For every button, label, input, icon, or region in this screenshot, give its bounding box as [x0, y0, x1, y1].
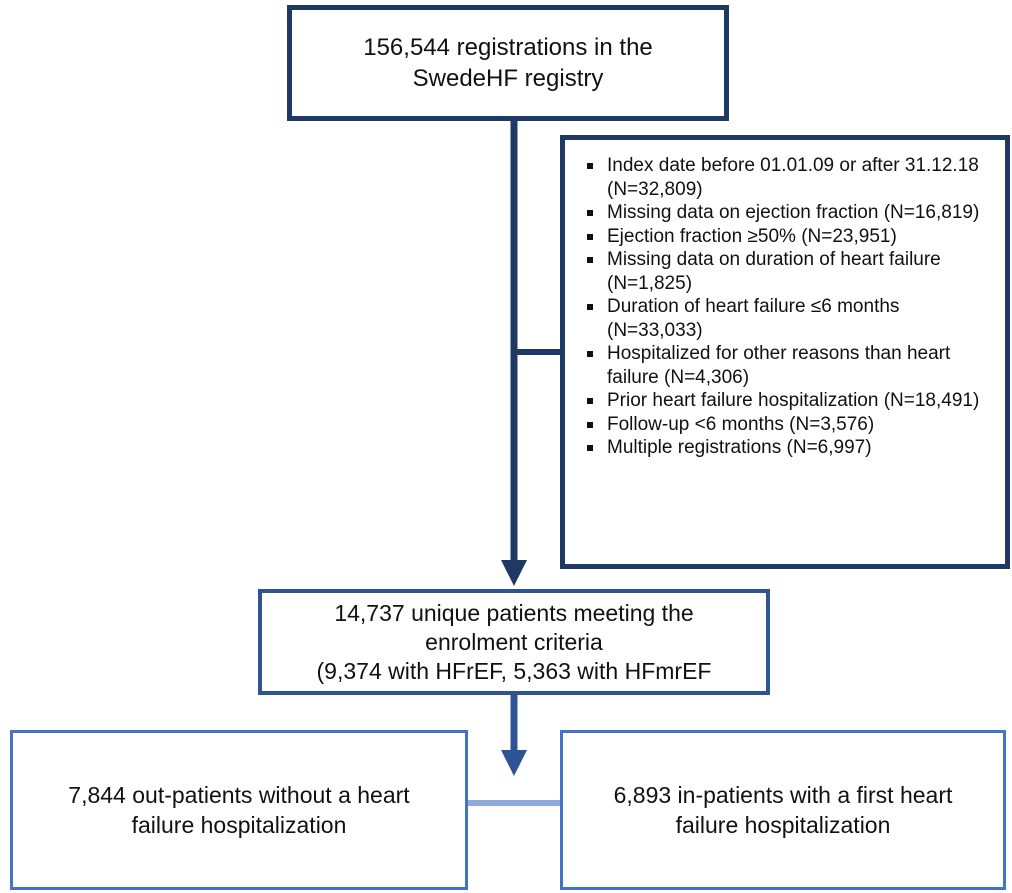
label: 6,893 in-patients with a first heart fai… [613, 782, 953, 838]
exclusion-item: Multiple registrations (N=6,997) [587, 436, 997, 460]
exclusion-list: Index date before 01.01.09 or after 31.1… [587, 154, 997, 460]
inpatient-box: 6,893 in-patients with a first heart fai… [560, 730, 1006, 890]
exclusion-box: Index date before 01.01.09 or after 31.1… [560, 135, 1010, 569]
label: 7,844 out-patients without a heart failu… [68, 782, 410, 838]
outpatient-box: 7,844 out-patients without a heart failu… [10, 730, 468, 890]
exclusion-item: Missing data on duration of heart failur… [587, 248, 997, 295]
exclusion-item: Hospitalized for other reasons than hear… [587, 342, 997, 389]
exclusion-item: Ejection fraction ≥50% (N=23,951) [587, 225, 997, 249]
cohort-box: 14,737 unique patients meeting the enrol… [258, 589, 770, 695]
exclusion-item: Follow-up <6 months (N=3,576) [587, 413, 997, 437]
label: 156,544 registrations in the SwedeHF reg… [363, 34, 653, 92]
registry-box: 156,544 registrations in the SwedeHF reg… [287, 5, 729, 121]
exclusion-item: Prior heart failure hospitalization (N=1… [587, 389, 997, 413]
label: 14,737 unique patients meeting the enrol… [334, 599, 694, 655]
exclusion-item: Duration of heart failure ≤6 months (N=3… [587, 295, 997, 342]
arrow-head [501, 560, 527, 586]
arrow-head [501, 750, 527, 776]
detail: (9,374 with HFrEF, 5,363 with HFmrEF [316, 657, 712, 684]
exclusion-item: Index date before 01.01.09 or after 31.1… [587, 154, 997, 201]
exclusion-item: Missing data on ejection fraction (N=16,… [587, 201, 997, 225]
